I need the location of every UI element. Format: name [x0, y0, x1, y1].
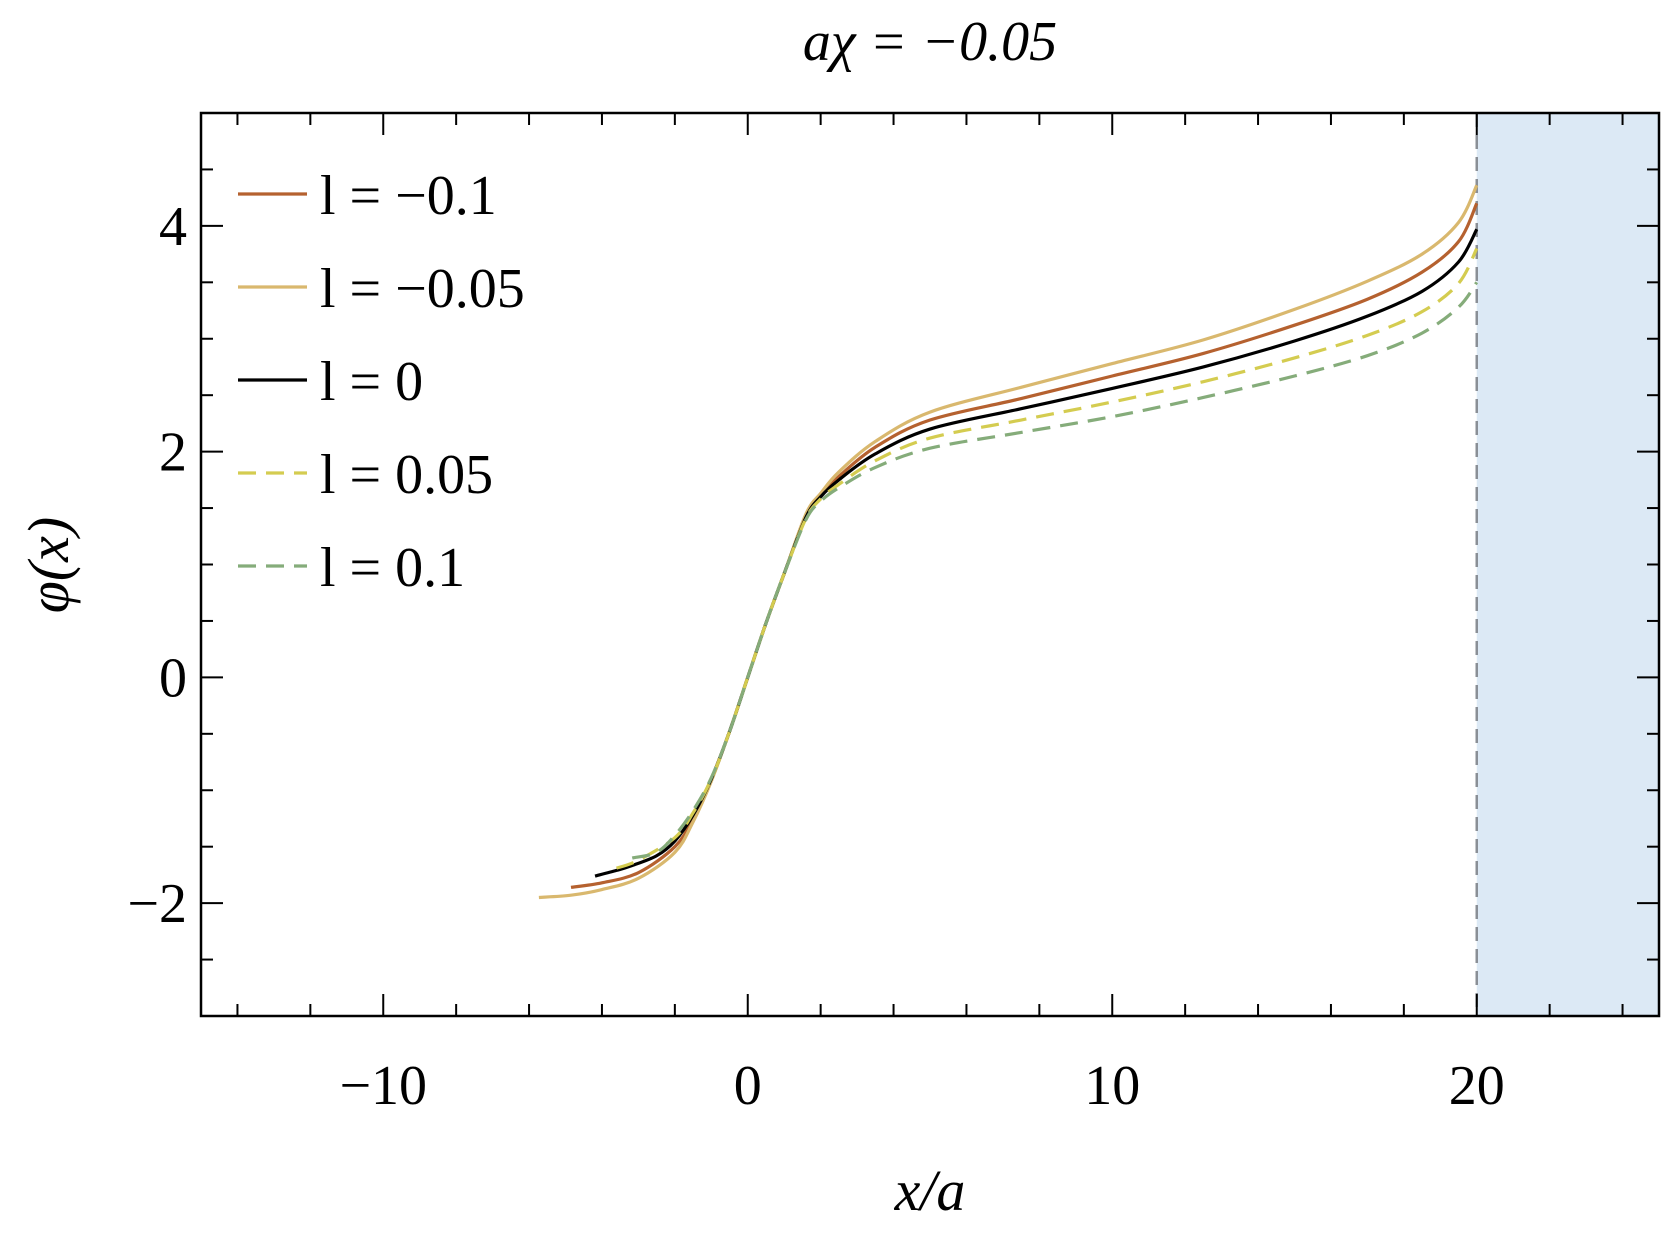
- series-layer: [538, 184, 1479, 900]
- y-tick-label: 0: [159, 647, 187, 709]
- shaded-region-layer: [1475, 113, 1659, 1016]
- y-tick-label: −2: [127, 873, 187, 935]
- y-axis-label: φ(x): [16, 517, 81, 613]
- legend-label-0: l = −0.1: [320, 165, 497, 227]
- x-tick-label: 20: [1449, 1055, 1505, 1117]
- series-line-0: [570, 202, 1479, 889]
- series-line-4: [631, 281, 1479, 860]
- plot-frame: [199, 111, 1661, 1018]
- series-line-1: [538, 184, 1479, 900]
- x-tick-label: 0: [734, 1055, 762, 1117]
- y-tick-label: 2: [159, 422, 187, 484]
- legend-label-2: l = 0: [320, 351, 423, 413]
- series-line-2: [594, 228, 1479, 878]
- x-tick-label: −10: [339, 1055, 427, 1117]
- shaded-region: [1476, 113, 1659, 1016]
- legend: l = −0.1 l = −0.05 l = 0 l = 0.05 l = 0.1: [238, 165, 525, 599]
- series-line-3: [615, 247, 1479, 870]
- legend-label-1: l = −0.05: [320, 258, 525, 320]
- tick-layer: −10 0 10 20 −2 0 2 4: [127, 113, 1659, 1117]
- chart-title: aχ = −0.05: [803, 11, 1057, 73]
- legend-label-4: l = 0.1: [320, 537, 465, 599]
- y-tick-label: 4: [159, 196, 187, 258]
- x-axis-label: x/a: [894, 1158, 966, 1223]
- legend-label-3: l = 0.05: [320, 444, 493, 506]
- x-tick-label: 10: [1084, 1055, 1140, 1117]
